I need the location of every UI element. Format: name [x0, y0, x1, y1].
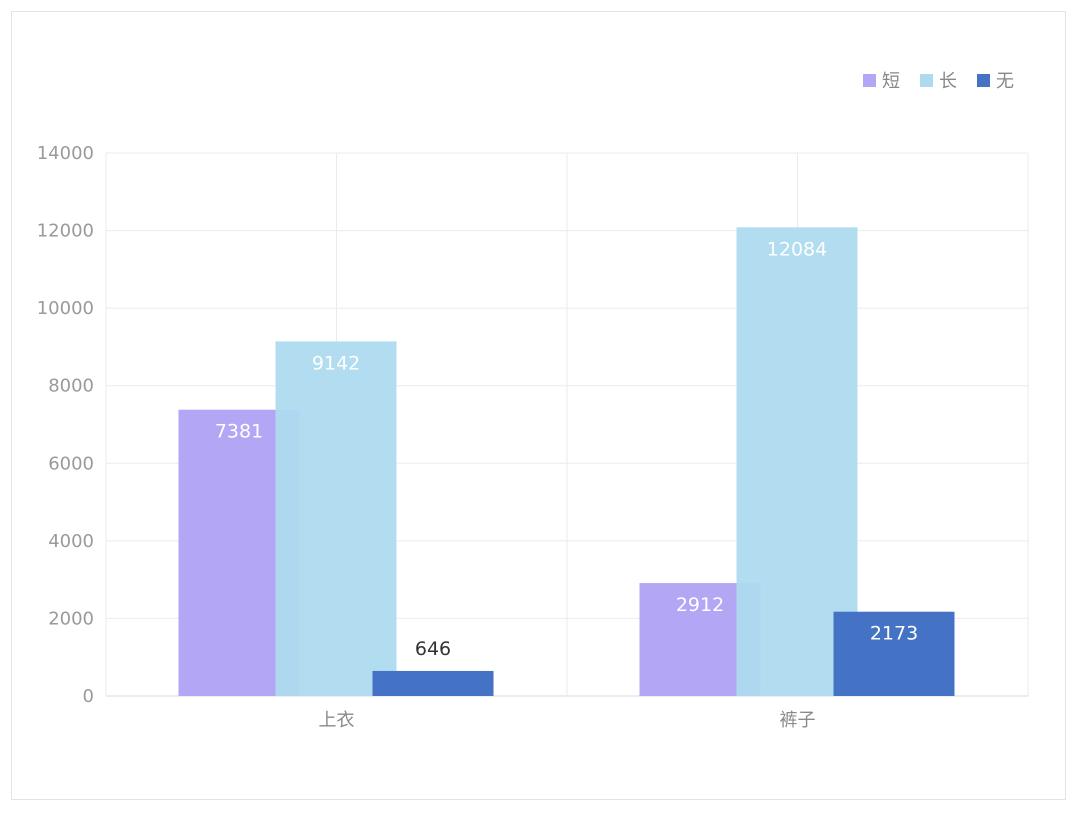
legend-item-long[interactable]: 长 — [920, 67, 957, 93]
y-tick-label: 8000 — [48, 376, 94, 397]
data-label-none: 646 — [415, 638, 451, 660]
legend-swatch-long — [920, 73, 933, 87]
y-tick-label: 0 — [83, 686, 94, 707]
y-tick-label: 6000 — [48, 453, 94, 474]
y-tick-label: 14000 — [37, 143, 94, 164]
data-label-none: 2173 — [870, 623, 918, 645]
bar-none[interactable] — [833, 611, 955, 696]
legend-swatch-short — [863, 73, 876, 87]
x-category-label: 裤子 — [780, 710, 816, 731]
legend-label-long: 长 — [939, 71, 957, 92]
legend-label-short: 短 — [882, 71, 900, 92]
y-tick-label: 12000 — [37, 221, 94, 242]
bar-long[interactable] — [275, 341, 397, 696]
data-label-short: 2912 — [676, 594, 724, 616]
bar-none[interactable] — [372, 670, 494, 696]
y-tick-label: 10000 — [37, 298, 94, 319]
data-label-long: 9142 — [312, 352, 360, 374]
y-tick-label: 2000 — [48, 608, 94, 629]
legend-item-none[interactable]: 无 — [977, 67, 1014, 93]
legend-swatch-none — [977, 73, 990, 87]
y-tick-label: 4000 — [48, 531, 94, 552]
data-label-long: 12084 — [767, 238, 827, 260]
legend: 短 长 无 — [863, 67, 1014, 93]
x-category-label: 上衣 — [319, 710, 355, 731]
data-label-short: 7381 — [215, 421, 263, 443]
legend-label-none: 无 — [996, 71, 1014, 92]
legend-item-short[interactable]: 短 — [863, 67, 900, 93]
